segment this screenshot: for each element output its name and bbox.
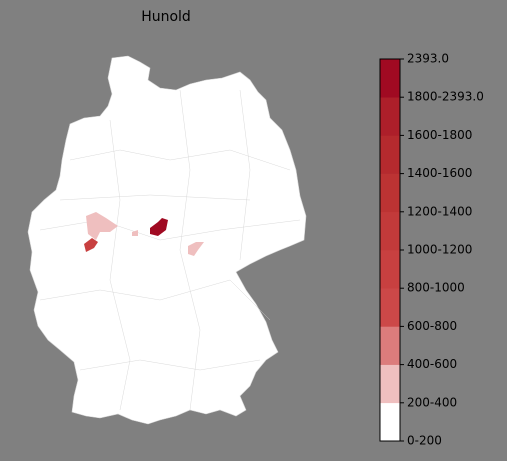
colorbar-tick-label: 1200-1400 <box>407 204 472 218</box>
colorbar-tick-label: 1400-1600 <box>407 166 472 180</box>
colorbar-segment <box>380 97 400 136</box>
colorbar: 0-200 200-400 400-600 600-800 800-1000 1000-1… <box>379 52 484 448</box>
colorbar-tick-label: 200-400 <box>407 395 457 409</box>
region-low-east <box>188 242 204 256</box>
colorbar-segment <box>380 250 400 289</box>
colorbar-segment <box>380 59 400 98</box>
map-title: Hunold <box>141 9 191 25</box>
region-medium-west <box>84 238 98 252</box>
region-low-small <box>132 230 138 236</box>
colorbar-segment <box>380 173 400 213</box>
colorbar-segment <box>380 211 400 251</box>
colorbar-segment <box>380 402 400 442</box>
germany-map <box>27 55 307 425</box>
colorbar-tick-label: 0-200 <box>407 434 442 448</box>
country-outline <box>27 55 307 425</box>
colorbar-tick-label: 1800-2393.0 <box>407 90 484 104</box>
colorbar-tick-label: 1000-1200 <box>407 243 472 257</box>
colorbar-segment <box>380 326 400 365</box>
colorbar-tick-label: 400-600 <box>407 357 457 371</box>
colorbar-segment <box>380 288 400 327</box>
region-low-west <box>86 212 118 240</box>
region-high <box>150 218 168 236</box>
colorbar-tick-label: 1600-1800 <box>407 128 472 142</box>
colorbar-tick-label: 2393.0 <box>407 52 449 66</box>
colorbar-segment <box>380 364 400 404</box>
colorbar-tick-label: 800-1000 <box>407 281 465 295</box>
district-borders <box>39 89 301 411</box>
colorbar-segment <box>380 135 400 174</box>
colorbar-tick-label: 600-800 <box>407 319 457 333</box>
